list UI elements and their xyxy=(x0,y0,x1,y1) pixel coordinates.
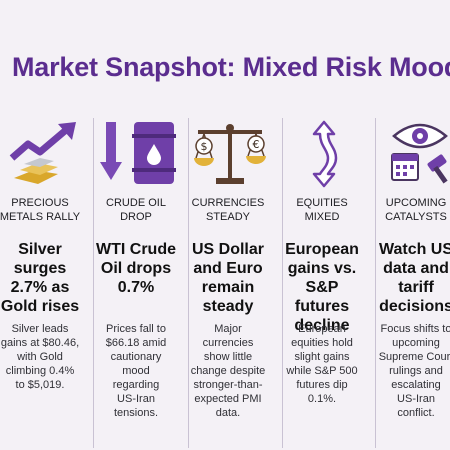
caption-upcoming-catalysts: UPCOMING CATALYSTS xyxy=(385,197,447,223)
caption-precious-metals: PRECIOUS METALS RALLY xyxy=(0,197,81,223)
column-divider xyxy=(93,118,94,448)
page-title: Market Snapshot: Mixed Risk Mood xyxy=(12,52,450,82)
oil-barrel-down-arrow-icon xyxy=(100,118,180,188)
caption-currencies: CURRENCIES STEADY xyxy=(191,197,265,223)
svg-text:$: $ xyxy=(201,140,208,153)
description-equities: European equities hold slight gains whil… xyxy=(286,323,358,405)
up-down-arrow-icon xyxy=(284,118,364,188)
description-currencies: Major currencies show little change desp… xyxy=(190,323,266,419)
headline-crude-oil: WTI Crude Oil drops 0.7% xyxy=(96,241,176,296)
column-divider xyxy=(375,118,376,448)
eye-calendar-gavel-icon xyxy=(380,118,450,188)
headline-upcoming-catalysts: Watch US data and tariff decisions xyxy=(378,241,450,315)
caption-crude-oil: CRUDE OIL DROP xyxy=(106,197,166,223)
column-divider xyxy=(188,118,189,448)
rising-arrow-gold-bars-icon xyxy=(6,118,86,188)
svg-text:€: € xyxy=(253,138,260,151)
description-precious-metals: Silver leads gains at $80.46, with Gold … xyxy=(0,323,80,391)
headline-equities: European gains vs. S&P futures decline xyxy=(285,241,359,334)
column-divider xyxy=(282,118,283,448)
caption-equities: EQUITIES MIXED xyxy=(296,197,348,223)
description-crude-oil: Prices fall to $66.18 amid cautionary mo… xyxy=(105,323,167,419)
currency-scale-icon: $ € xyxy=(190,118,270,188)
headline-precious-metals: Silver surges 2.7% as Gold rises xyxy=(0,241,80,315)
headline-currencies: US Dollar and Euro remain steady xyxy=(191,241,264,315)
description-upcoming-catalysts: Focus shifts to upcoming Supreme Court r… xyxy=(378,323,450,419)
